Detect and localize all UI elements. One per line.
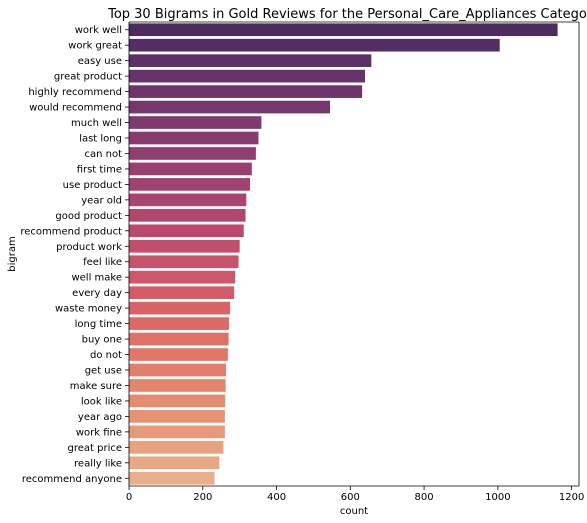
x-tick-label: 1000 (485, 492, 510, 503)
x-tick-label: 0 (126, 492, 132, 503)
bar (129, 410, 225, 423)
x-tick-label: 1200 (559, 492, 584, 503)
bar (129, 38, 500, 52)
y-tick-label: first time (77, 164, 122, 175)
y-tick-label: recommend anyone (22, 474, 122, 485)
bar (129, 239, 240, 253)
x-axis: 0 200 400 600 800 1000 1200 (126, 21, 584, 503)
x-tick-label: 200 (193, 492, 212, 503)
y-tick-label: do not (90, 350, 122, 361)
bar (129, 332, 229, 346)
y-tick-label: work great (68, 41, 122, 52)
y-tick-label: last long (79, 134, 122, 145)
bar (129, 286, 235, 300)
y-tick-label: really like (74, 458, 122, 469)
bar (129, 255, 239, 269)
bars-group (129, 23, 558, 485)
bar (129, 379, 226, 392)
bar (129, 100, 331, 114)
bar (129, 317, 229, 330)
y-tick-label: highly recommend (28, 87, 122, 98)
bar (129, 147, 256, 160)
y-tick-label: would recommend (29, 103, 122, 114)
bar (129, 85, 363, 98)
y-axis-label: bigram (7, 236, 18, 271)
y-tick-label: can not (84, 149, 122, 160)
y-tick-label: work fine (76, 427, 122, 438)
y-axis: work well work great easy use great product… (20, 25, 129, 485)
y-tick-label: product work (56, 242, 122, 253)
y-tick-label: every day (72, 288, 122, 299)
bar (129, 348, 228, 361)
bar (129, 23, 558, 37)
y-tick-label: work well (75, 25, 122, 36)
y-tick-label: feel like (83, 257, 122, 268)
bar (129, 471, 215, 485)
bar (129, 394, 226, 408)
x-tick-label: 400 (267, 492, 286, 503)
y-tick-label: good product (55, 211, 122, 222)
y-tick-label: get use (85, 366, 122, 377)
bar (129, 425, 225, 439)
y-tick-label: year ago (78, 412, 122, 423)
bar (129, 116, 262, 129)
y-tick-label: waste money (55, 304, 122, 315)
bar (129, 131, 259, 145)
bar (129, 162, 252, 176)
bar (129, 270, 236, 284)
bar (129, 193, 247, 207)
chart-title: Top 30 Bigrams in Gold Reviews for the P… (107, 7, 587, 22)
x-axis-label: count (340, 506, 368, 517)
y-tick-label: great product (54, 72, 122, 83)
y-tick-label: great price (67, 443, 122, 454)
bar (129, 456, 220, 470)
bar (129, 208, 246, 222)
y-tick-label: well make (71, 273, 122, 284)
bar (129, 69, 366, 83)
y-tick-label: easy use (78, 56, 122, 67)
y-tick-label: year old (81, 195, 122, 206)
bar (129, 178, 250, 191)
y-tick-label: buy one (82, 335, 122, 346)
y-tick-label: recommend product (20, 226, 122, 237)
x-tick-label: 600 (341, 492, 360, 503)
bar (129, 224, 244, 238)
y-tick-label: much well (71, 118, 122, 129)
y-tick-label: make sure (70, 381, 122, 392)
bar (129, 301, 231, 315)
bar (129, 54, 372, 68)
bar (129, 363, 227, 377)
bar (129, 440, 224, 454)
x-tick-label: 800 (415, 492, 434, 503)
y-tick-label: use product (63, 180, 122, 191)
y-tick-label: long time (75, 319, 122, 330)
y-tick-label: look like (81, 396, 122, 407)
